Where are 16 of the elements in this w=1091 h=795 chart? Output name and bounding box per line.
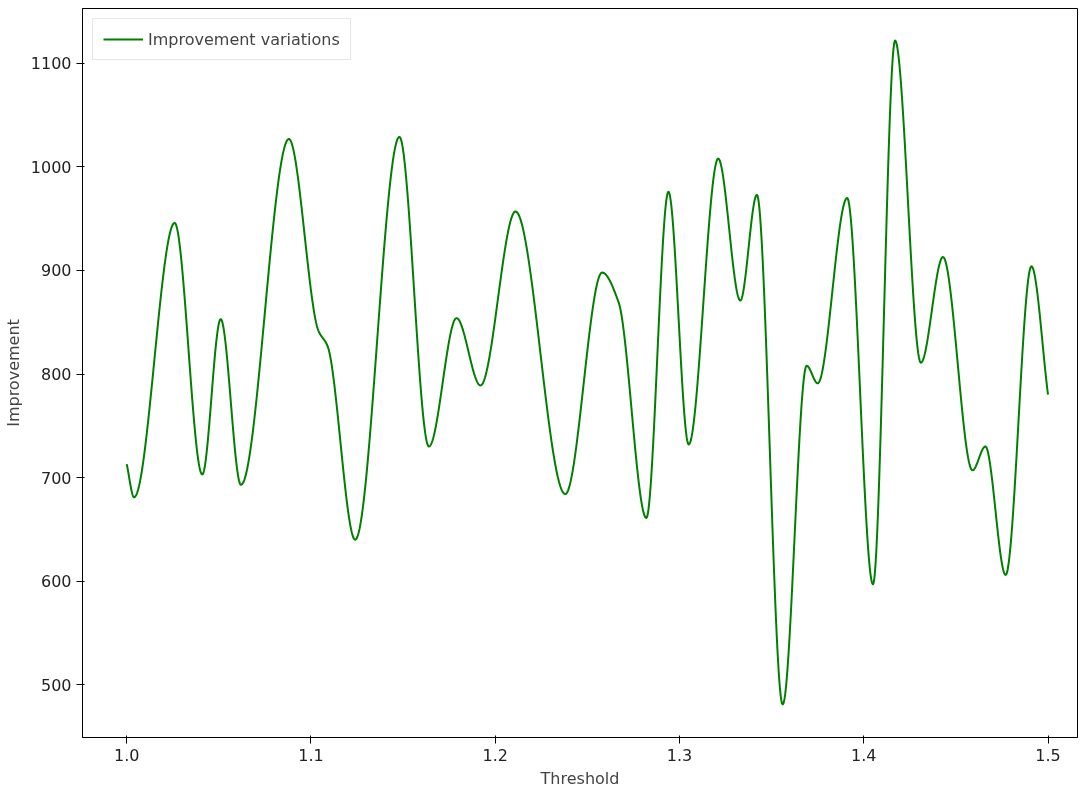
y-tick-label: 800 <box>40 365 72 385</box>
x-axis-title: Threshold <box>539 768 620 788</box>
x-tick-label: 1.3 <box>666 745 693 765</box>
x-tick-label: 1.2 <box>482 745 508 765</box>
x-tick-label: 1.0 <box>114 745 140 765</box>
y-axis-title: Improvement <box>3 319 23 427</box>
x-tick-label: 1.5 <box>1035 745 1061 765</box>
y-tick-label: 500 <box>40 675 72 695</box>
y-tick-label: 1100 <box>30 54 72 74</box>
x-tick-label: 1.1 <box>298 745 324 765</box>
y-tick-label: 700 <box>40 468 72 488</box>
x-tick-label: 1.4 <box>851 745 877 765</box>
y-tick-label: 900 <box>40 261 72 281</box>
y-tick-label: 600 <box>40 572 72 592</box>
legend-label: Improvement variations <box>148 29 340 49</box>
y-tick-label: 1000 <box>30 157 72 177</box>
